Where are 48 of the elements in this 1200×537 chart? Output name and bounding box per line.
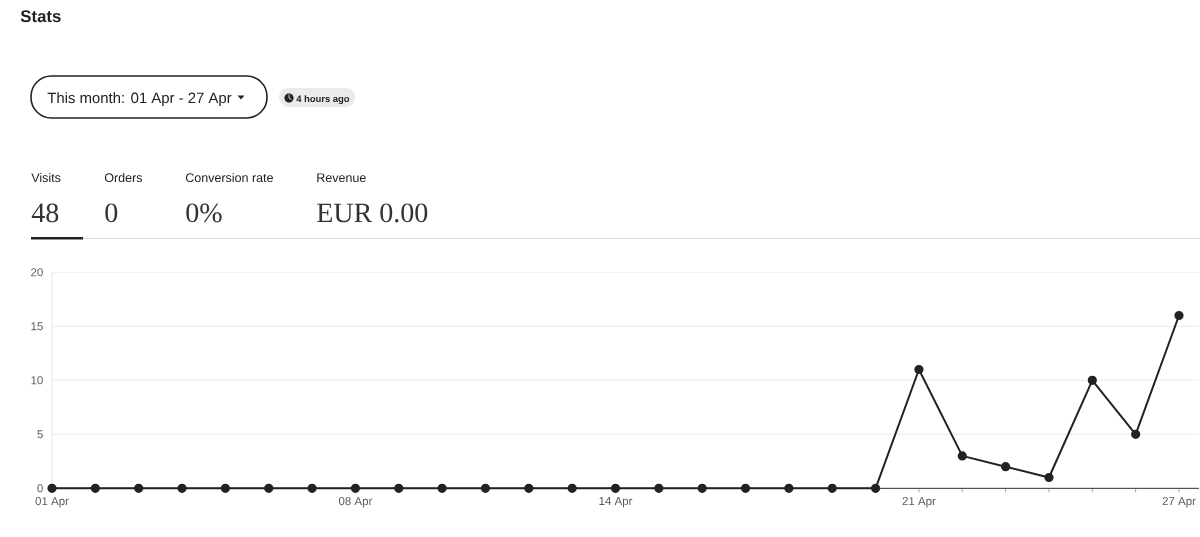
text: Orders: [104, 172, 143, 183]
point: [654, 483, 664, 493]
point: [697, 483, 707, 493]
x-tick-label: 01 Apr: [35, 497, 69, 508]
point: [524, 483, 534, 493]
point: [784, 483, 794, 493]
point: [1087, 375, 1097, 385]
x-tick-label: 08 Apr: [338, 497, 373, 508]
text: EUR 0.00: [317, 203, 428, 223]
text: 0: [105, 203, 118, 223]
y-tick-label: 0: [37, 484, 43, 493]
point: [90, 483, 100, 493]
chart-subtitle: This month: 01 Apr - 27 Apr: [47, 92, 232, 107]
text: 48: [31, 203, 59, 223]
chart-title: Stats: [20, 10, 61, 23]
x-tick-label: 14 Apr: [599, 497, 633, 508]
point: [480, 483, 491, 493]
point: [350, 483, 361, 493]
point: [740, 483, 751, 493]
point: [47, 483, 57, 493]
point: [870, 483, 881, 493]
text: Conversion rate: [185, 172, 273, 183]
point: [394, 483, 404, 493]
text: Visits: [31, 172, 61, 183]
point: [957, 451, 967, 461]
point: [307, 483, 317, 493]
point: [1044, 472, 1054, 483]
point: [610, 483, 621, 493]
point: [264, 483, 274, 493]
y-tick-label: 10: [31, 376, 43, 385]
point: [437, 483, 447, 493]
point: [177, 483, 187, 493]
point: [134, 483, 144, 493]
x-tick-label: 21 Apr: [902, 497, 936, 508]
y-tick-label: 15: [31, 322, 43, 331]
y-tick-label: 20: [31, 268, 43, 277]
text: Revenue: [317, 173, 366, 183]
point: [1131, 429, 1141, 439]
y-tick-label: 5: [37, 430, 43, 439]
point: [1001, 462, 1011, 472]
text: 0%: [186, 203, 222, 223]
text: 4 hours ago: [296, 95, 350, 104]
point: [567, 483, 577, 493]
point: [1174, 310, 1184, 321]
x-tick-label: 27 Apr: [1162, 497, 1196, 508]
point: [914, 364, 924, 375]
point: [827, 483, 837, 493]
point: [220, 483, 230, 493]
